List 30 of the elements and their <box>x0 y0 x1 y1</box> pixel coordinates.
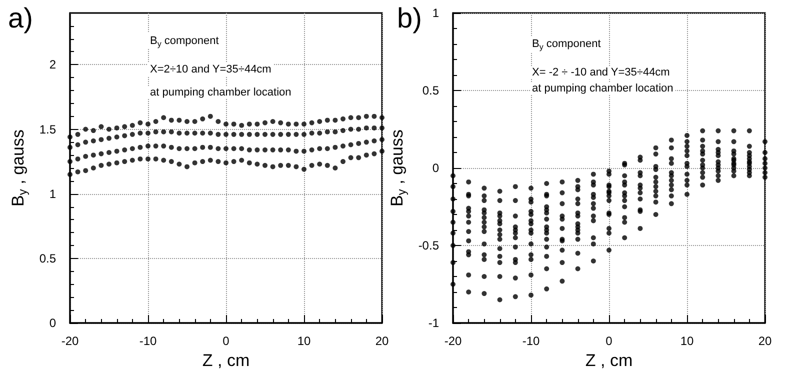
y-axis-title: By , gauss <box>387 130 408 206</box>
y-tick-label: -0.5 <box>418 238 440 252</box>
x-tick-label: 10 <box>680 334 694 348</box>
y-tick-label: 0 <box>49 316 56 330</box>
x-tick-label: 20 <box>375 334 389 348</box>
annotation: at pumping chamber location <box>150 86 292 98</box>
text: a) <box>8 2 33 34</box>
y-axis-title: By , gauss <box>8 130 30 206</box>
annotation: X= -2 ÷ -10 and Y=35÷44cm <box>532 66 670 78</box>
x-tick-label: -20 <box>444 334 462 348</box>
x-tick-label: 10 <box>297 334 311 348</box>
x-axis-title: Z , cm <box>585 350 633 370</box>
x-tick-label: -10 <box>139 334 157 348</box>
y-tick-label: -1 <box>428 316 440 330</box>
annotation: X=2÷10 and Y=35÷44cm <box>150 64 272 76</box>
y-tick-label: 1.5 <box>39 122 56 136</box>
y-tick-label: 1 <box>432 6 440 20</box>
y-tick-label: 0.5 <box>422 84 440 98</box>
x-tick-label: 20 <box>758 334 772 348</box>
x-axis-title: Z , cm <box>202 350 250 370</box>
y-tick-label: 0 <box>432 161 440 175</box>
y-tick-label: 1 <box>49 186 56 201</box>
x-tick-label: -20 <box>61 334 79 348</box>
x-tick-label: 0 <box>606 334 613 348</box>
y-tick-label: 2 <box>49 58 56 72</box>
x-tick-label: -10 <box>522 334 540 348</box>
y-tick-label: 0.5 <box>39 251 56 266</box>
x-tick-label: 0 <box>222 334 230 348</box>
text: b) <box>397 2 422 34</box>
annotation: at pumping chamber location <box>532 82 674 94</box>
